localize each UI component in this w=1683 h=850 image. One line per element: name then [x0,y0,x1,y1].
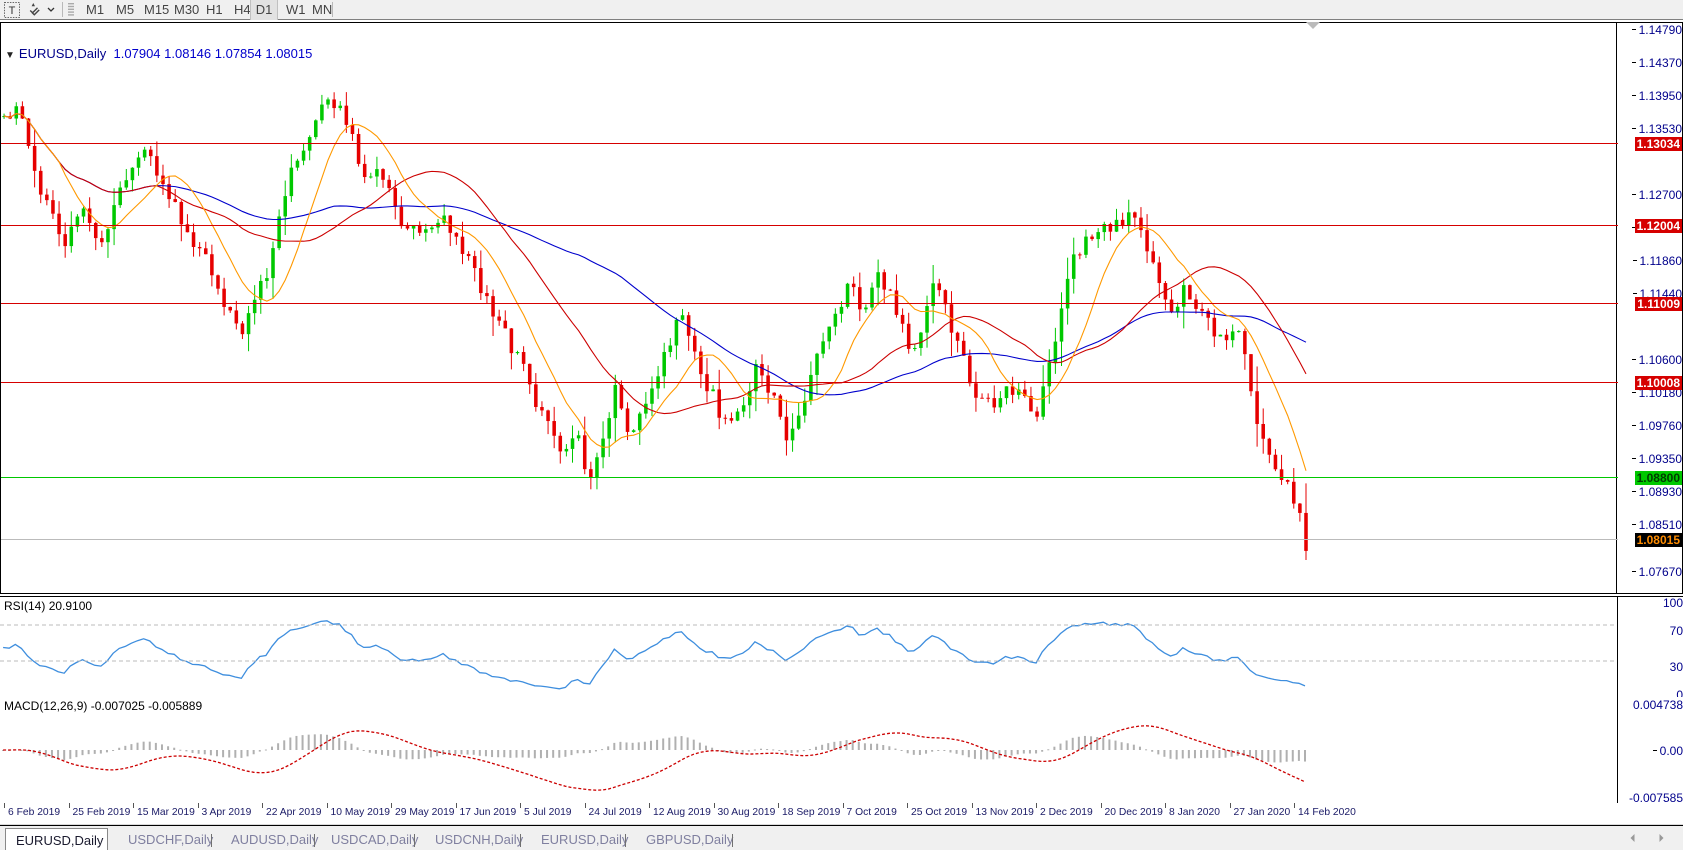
svg-text:T: T [9,5,16,17]
